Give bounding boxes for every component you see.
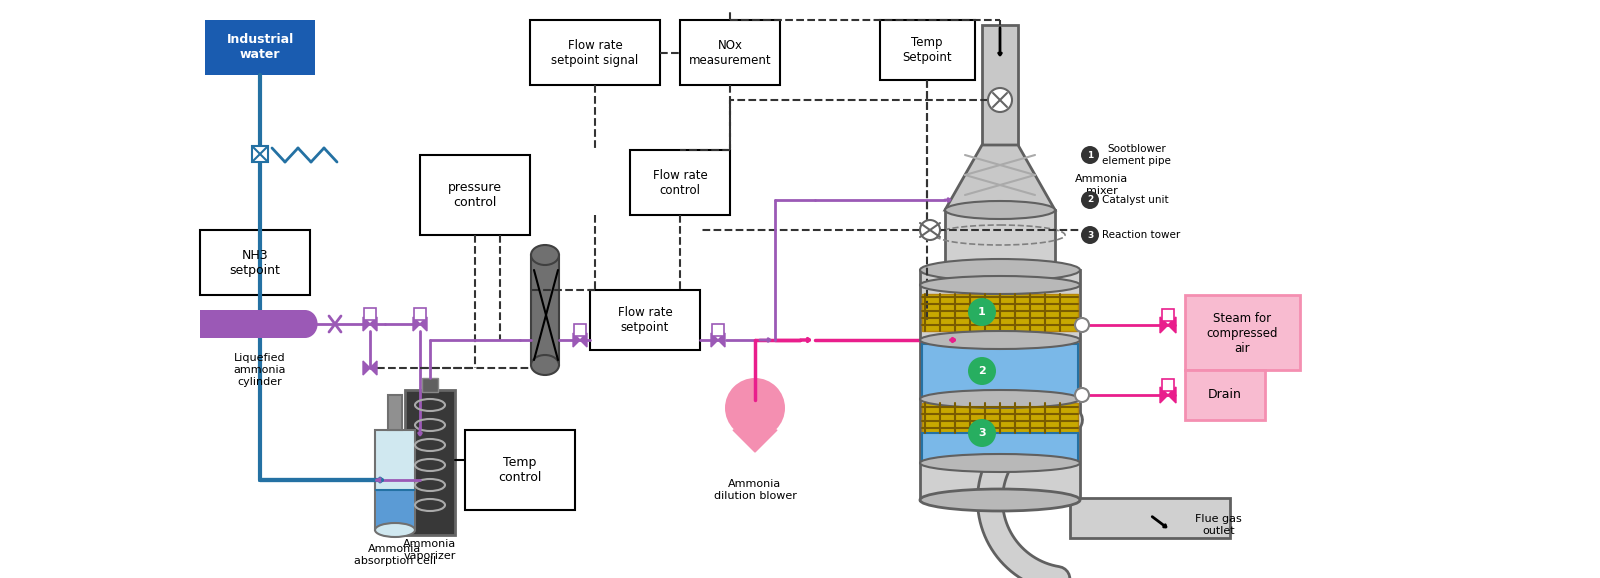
- Ellipse shape: [920, 331, 1080, 349]
- Circle shape: [1075, 388, 1090, 402]
- Text: pressure
control: pressure control: [448, 181, 502, 209]
- Polygon shape: [946, 145, 1054, 210]
- Polygon shape: [363, 361, 370, 375]
- Ellipse shape: [920, 489, 1080, 511]
- Circle shape: [968, 298, 995, 326]
- Ellipse shape: [920, 454, 1080, 472]
- Polygon shape: [733, 430, 778, 452]
- Bar: [1162, 379, 1174, 391]
- Bar: [1186, 295, 1299, 370]
- Circle shape: [1082, 146, 1099, 164]
- Text: Sootblower
element pipe: Sootblower element pipe: [1102, 144, 1171, 166]
- Polygon shape: [573, 333, 579, 347]
- Polygon shape: [1168, 317, 1176, 333]
- Bar: [374, 430, 414, 530]
- Polygon shape: [370, 317, 378, 331]
- Text: Drain: Drain: [1208, 388, 1242, 402]
- Bar: [405, 390, 454, 535]
- Polygon shape: [419, 317, 427, 331]
- Polygon shape: [1160, 317, 1168, 333]
- Bar: [630, 150, 730, 215]
- Polygon shape: [1160, 387, 1168, 403]
- Circle shape: [1075, 318, 1090, 332]
- Ellipse shape: [374, 523, 414, 537]
- Circle shape: [1082, 191, 1099, 209]
- Polygon shape: [710, 333, 718, 347]
- Text: Flow rate
control: Flow rate control: [653, 169, 707, 197]
- Bar: [205, 20, 315, 75]
- Bar: [1186, 370, 1266, 420]
- Ellipse shape: [920, 276, 1080, 294]
- Text: 1: 1: [1086, 150, 1093, 160]
- Bar: [414, 308, 426, 320]
- Bar: [530, 20, 661, 85]
- Bar: [922, 344, 1078, 399]
- Text: Flow rate
setpoint: Flow rate setpoint: [618, 306, 672, 334]
- Ellipse shape: [531, 245, 558, 265]
- Bar: [590, 290, 701, 350]
- Bar: [200, 310, 306, 338]
- Ellipse shape: [920, 259, 1080, 281]
- Bar: [680, 20, 781, 85]
- Text: Reaction tower: Reaction tower: [1102, 230, 1181, 240]
- Bar: [200, 230, 310, 295]
- Circle shape: [725, 378, 786, 438]
- Text: Ammonia
absorption cell: Ammonia absorption cell: [354, 544, 437, 566]
- Text: 3: 3: [1086, 231, 1093, 239]
- Text: Steam for
compressed
air: Steam for compressed air: [1206, 312, 1278, 354]
- Bar: [880, 20, 974, 80]
- Bar: [387, 395, 402, 430]
- Text: Flow rate
setpoint signal: Flow rate setpoint signal: [552, 39, 638, 67]
- Polygon shape: [370, 361, 378, 375]
- Circle shape: [1082, 226, 1099, 244]
- Circle shape: [968, 419, 995, 447]
- Bar: [422, 378, 438, 392]
- Polygon shape: [363, 317, 370, 331]
- Bar: [922, 433, 1078, 463]
- Bar: [466, 430, 574, 510]
- Bar: [1162, 309, 1174, 321]
- Bar: [419, 155, 530, 235]
- Text: Liquefied
ammonia
cylinder: Liquefied ammonia cylinder: [234, 353, 286, 387]
- Bar: [531, 255, 558, 365]
- Circle shape: [989, 88, 1013, 112]
- Bar: [920, 270, 1080, 500]
- Text: NOx
measurement: NOx measurement: [688, 39, 771, 67]
- Circle shape: [968, 357, 995, 385]
- Bar: [922, 403, 1078, 433]
- Bar: [1070, 498, 1230, 538]
- Text: Ammonia
vaporizer: Ammonia vaporizer: [403, 539, 456, 561]
- Text: Temp
Setpoint: Temp Setpoint: [902, 36, 952, 64]
- Circle shape: [920, 220, 941, 240]
- Text: NH3
setpoint: NH3 setpoint: [229, 249, 280, 277]
- Text: Ammonia
mixer: Ammonia mixer: [1075, 174, 1128, 196]
- Polygon shape: [718, 333, 725, 347]
- Text: Ammonia
dilution blower: Ammonia dilution blower: [714, 479, 797, 501]
- Bar: [982, 25, 1018, 145]
- Bar: [376, 490, 414, 528]
- Text: Temp
control: Temp control: [498, 456, 542, 484]
- Bar: [365, 308, 376, 320]
- Bar: [922, 294, 1078, 331]
- Ellipse shape: [946, 201, 1054, 219]
- Text: Industrial
water: Industrial water: [226, 33, 294, 61]
- Polygon shape: [413, 317, 419, 331]
- Bar: [574, 324, 586, 336]
- Bar: [253, 146, 269, 162]
- Ellipse shape: [920, 390, 1080, 408]
- Bar: [712, 324, 723, 336]
- Polygon shape: [579, 333, 587, 347]
- Text: 3: 3: [978, 428, 986, 438]
- Ellipse shape: [293, 310, 317, 338]
- Text: Catalyst unit: Catalyst unit: [1102, 195, 1168, 205]
- Ellipse shape: [531, 355, 558, 375]
- Text: 2: 2: [1086, 195, 1093, 205]
- Bar: [946, 210, 1054, 270]
- Polygon shape: [1168, 387, 1176, 403]
- Text: 2: 2: [978, 366, 986, 376]
- Text: 1: 1: [978, 307, 986, 317]
- Text: Flue gas
outlet: Flue gas outlet: [1195, 514, 1242, 536]
